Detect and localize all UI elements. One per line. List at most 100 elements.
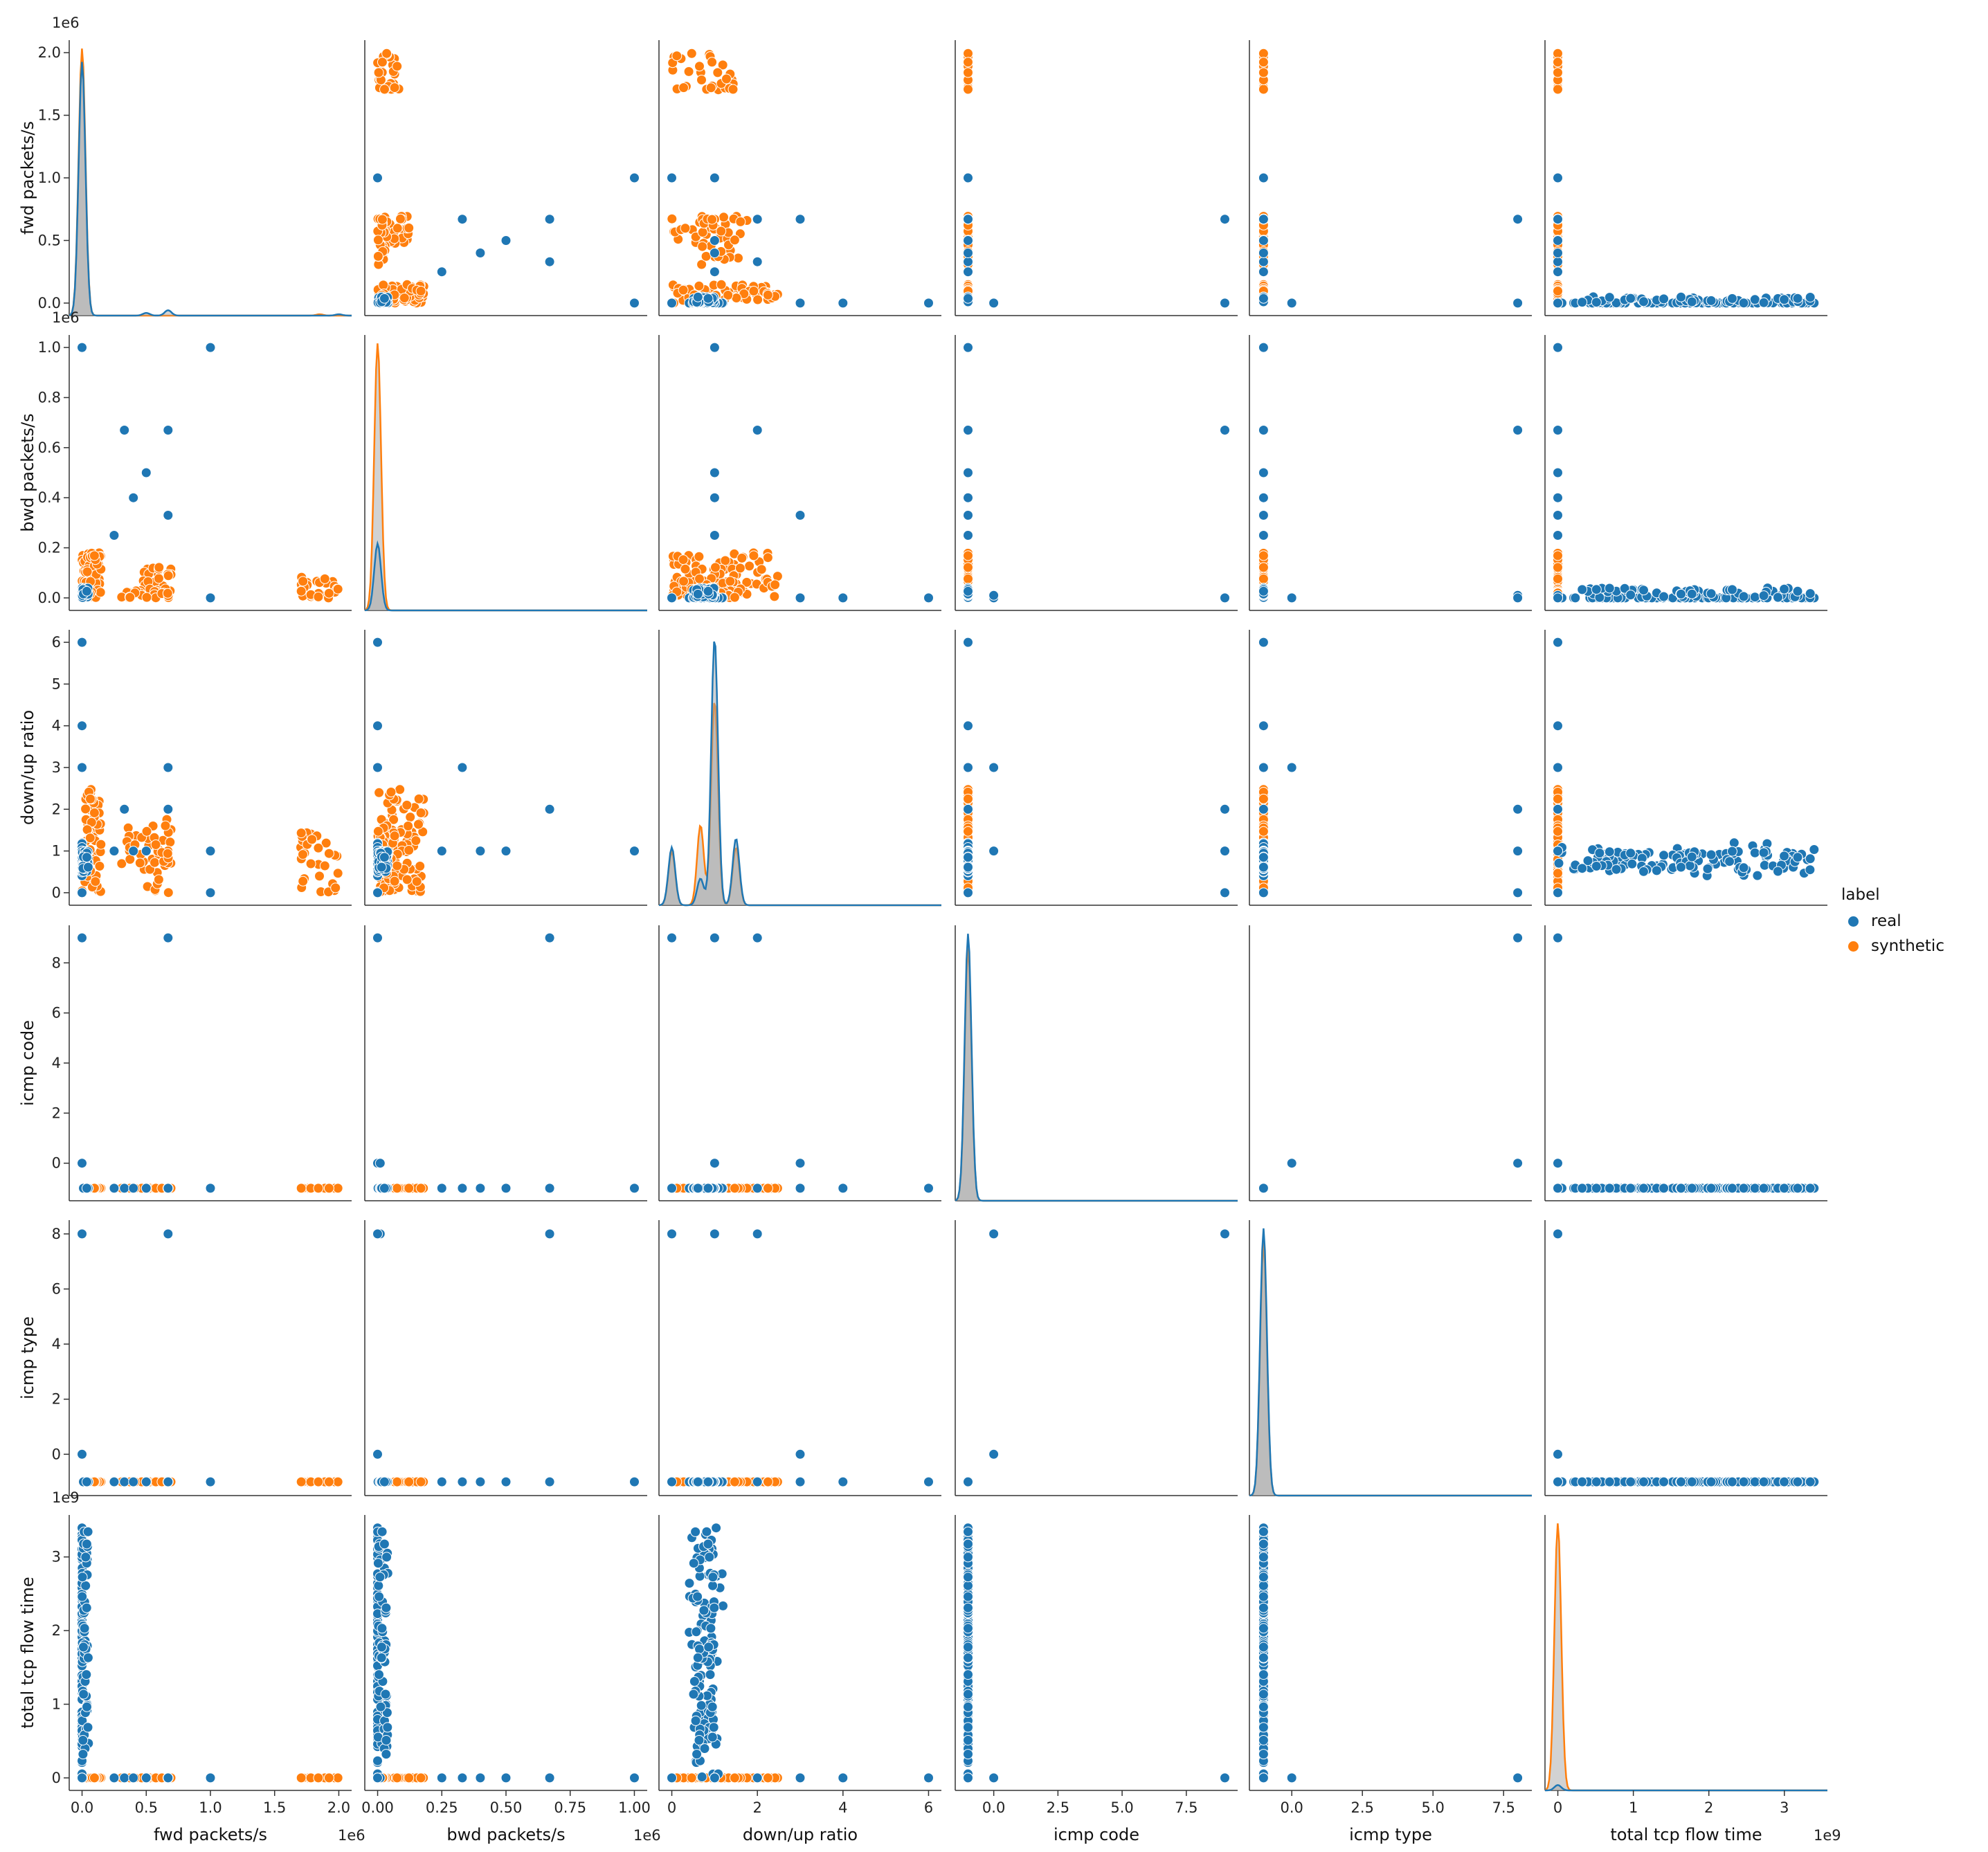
point-synthetic: [963, 57, 973, 68]
point-real: [119, 1183, 130, 1194]
point-synthetic: [728, 84, 739, 95]
point-real: [457, 762, 468, 773]
point-real: [1577, 863, 1588, 874]
point-real: [1553, 530, 1563, 541]
point-real: [963, 510, 973, 520]
point-real: [128, 846, 139, 857]
point-synthetic: [1553, 573, 1563, 584]
subplot-r1-c2: [658, 335, 941, 611]
point-real: [1724, 856, 1735, 867]
point-real: [1258, 762, 1269, 773]
point-synthetic: [296, 585, 307, 597]
point-real: [205, 887, 216, 898]
kde-fill-real: [365, 543, 647, 610]
point-real: [1684, 860, 1695, 871]
point-synthetic: [729, 592, 740, 603]
point-real: [963, 862, 973, 873]
point-real: [709, 235, 720, 246]
point-real: [77, 720, 87, 732]
kde-fill-synthetic: [69, 48, 352, 316]
point-real: [109, 846, 120, 857]
point-real: [77, 887, 87, 898]
point-real: [1258, 467, 1269, 478]
point-real: [77, 762, 87, 773]
point-real: [923, 592, 934, 603]
point-real: [1220, 425, 1230, 435]
point-real: [963, 887, 973, 898]
point-synthetic: [89, 808, 100, 818]
y-tick-label: 2.0: [38, 44, 61, 61]
point-real: [1627, 858, 1638, 869]
point-synthetic: [401, 874, 413, 885]
point-real: [1638, 866, 1649, 877]
point-synthetic: [95, 587, 106, 598]
y-tick-label: 0.4: [38, 489, 61, 506]
point-synthetic: [399, 293, 410, 303]
y-tick-label: 2: [52, 801, 61, 817]
point-real: [379, 293, 390, 304]
point-synthetic: [125, 592, 136, 603]
point-synthetic: [707, 214, 718, 225]
point-real: [1220, 846, 1230, 857]
point-synthetic: [163, 887, 174, 898]
point-real: [205, 1183, 216, 1194]
point-real: [1792, 585, 1803, 597]
point-real: [77, 342, 87, 353]
point-synthetic: [729, 235, 740, 246]
point-synthetic: [85, 793, 96, 804]
point-real: [1651, 865, 1662, 876]
point-synthetic: [707, 57, 718, 68]
point-synthetic: [680, 563, 691, 574]
point-synthetic: [378, 280, 389, 291]
point-real: [1702, 863, 1713, 874]
point-real: [376, 862, 387, 873]
point-real: [372, 887, 383, 898]
point-real: [709, 342, 720, 353]
point-synthetic: [696, 259, 707, 270]
point-real: [372, 762, 383, 773]
point-real: [1706, 588, 1717, 599]
point-real: [1805, 853, 1816, 864]
point-real: [1220, 887, 1230, 898]
point-synthetic: [296, 1183, 307, 1194]
point-synthetic: [1553, 67, 1563, 78]
point-real: [1779, 294, 1790, 305]
subplot-r1-c5: [1544, 335, 1827, 611]
point-real: [1258, 235, 1269, 246]
y-tick-label: 1.0: [38, 170, 61, 186]
point-real: [1706, 295, 1717, 306]
point-real: [1512, 887, 1524, 898]
point-synthetic: [313, 1183, 324, 1194]
point-synthetic: [1258, 550, 1269, 561]
point-real: [372, 172, 383, 183]
point-real: [1758, 590, 1769, 601]
point-synthetic: [680, 223, 691, 234]
point-real: [1625, 293, 1636, 304]
point-real: [372, 637, 383, 648]
point-synthetic: [737, 552, 748, 563]
point-real: [1676, 588, 1686, 599]
point-real: [963, 235, 973, 246]
point-real: [82, 862, 93, 873]
point-synthetic: [963, 562, 973, 573]
point-synthetic: [1553, 286, 1563, 296]
point-synthetic: [160, 820, 171, 831]
subplot-r1-c1: [364, 335, 647, 612]
point-real: [963, 585, 973, 597]
point-real: [963, 637, 973, 648]
point-real: [1258, 342, 1269, 353]
point-synthetic: [153, 573, 164, 584]
point-synthetic: [389, 82, 400, 93]
point-synthetic: [725, 576, 736, 587]
point-synthetic: [697, 241, 708, 252]
point-synthetic: [694, 573, 705, 584]
point-real: [709, 172, 720, 183]
point-synthetic: [313, 842, 324, 853]
y-tick-label: 4: [52, 718, 61, 734]
point-synthetic: [162, 848, 173, 859]
point-real: [372, 720, 383, 732]
point-synthetic: [1258, 48, 1269, 59]
point-real: [1553, 298, 1563, 309]
